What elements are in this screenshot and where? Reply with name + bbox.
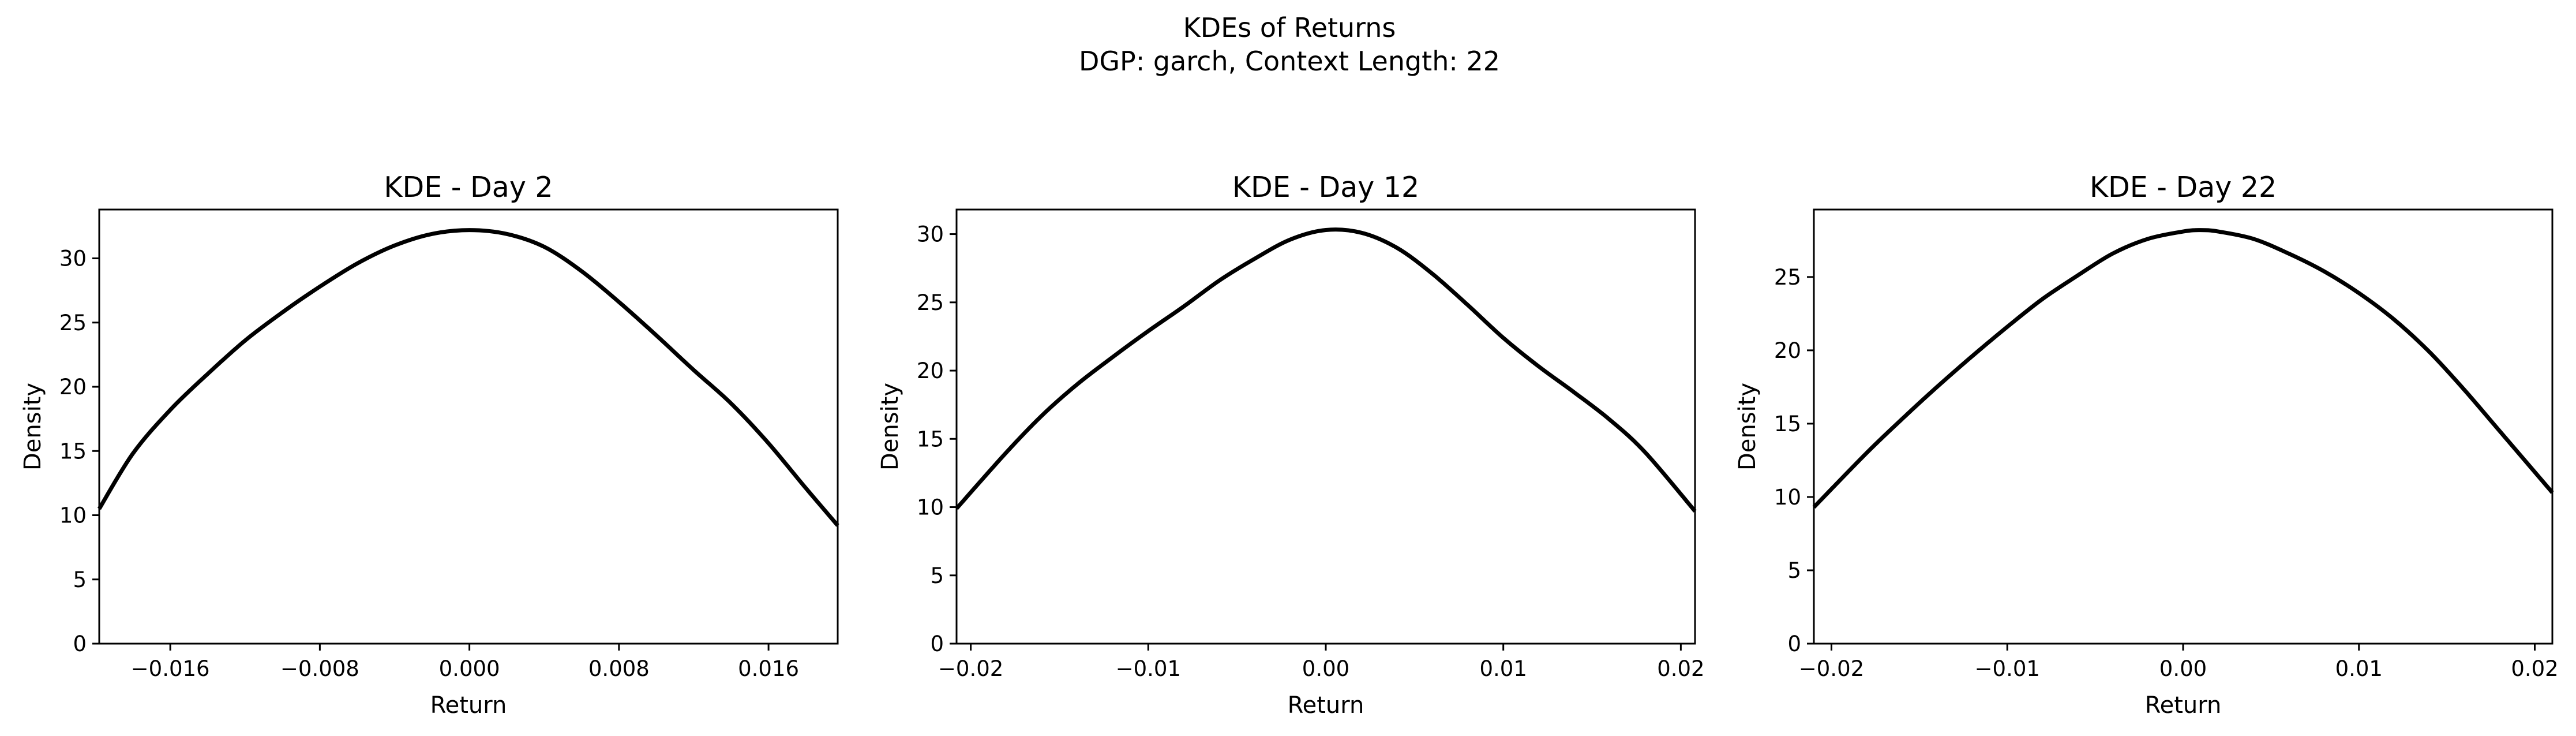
y-tick-label: 15	[917, 427, 944, 451]
x-axis-label-2: Return	[1288, 692, 1364, 719]
y-tick-label: 25	[917, 290, 944, 315]
subplot-title-1: KDE - Day 2	[384, 171, 553, 204]
x-tick-label: 0.00	[2159, 656, 2207, 681]
x-tick-label: 0.00	[1302, 656, 1349, 681]
kde-curve-3	[1812, 228, 2554, 509]
subplot-title-3: KDE - Day 22	[2090, 171, 2277, 204]
y-tick-label: 30	[59, 246, 87, 271]
x-axis-label-3: Return	[2145, 692, 2222, 719]
x-tick-label: −0.02	[938, 656, 1003, 681]
y-tick-label: 0	[1787, 632, 1801, 656]
x-tick-label: −0.016	[131, 656, 210, 681]
y-tick-label: 30	[917, 222, 944, 247]
figure-title-line-1: KDEs of Returns	[1183, 12, 1396, 43]
x-tick-label: 0.016	[738, 656, 799, 681]
y-axis-label-2: Density	[877, 383, 903, 470]
y-tick-label: 20	[59, 375, 87, 399]
axes-frame-1	[98, 208, 839, 645]
y-tick-label: 0	[930, 632, 944, 656]
y-tick-label: 5	[930, 563, 944, 588]
subplot-2: KDE - Day 12 −0.02 −0.01 0.00 0.01 0.02 0 5 10 15…	[877, 171, 1705, 719]
x-tick-label: −0.01	[1975, 656, 2040, 681]
y-tick-label: 20	[1774, 338, 1801, 363]
x-tick-label: −0.02	[1799, 656, 1864, 681]
subplot-title-2: KDE - Day 12	[1232, 171, 1419, 204]
y-tick-label: 15	[1774, 412, 1801, 436]
kde-curve-1	[98, 228, 839, 527]
y-tick-label: 25	[1774, 265, 1801, 290]
y-axis-label-1: Density	[20, 383, 46, 470]
y-tick-label: 25	[59, 311, 87, 335]
y-axis-label-3: Density	[1734, 383, 1761, 470]
x-axis-label-1: Return	[430, 692, 507, 719]
y-tick-label: 10	[917, 495, 944, 520]
x-tick-label: 0.02	[1657, 656, 1704, 681]
x-tick-label: −0.01	[1116, 656, 1181, 681]
x-tick-label: 0.01	[1479, 656, 1527, 681]
y-tick-label: 15	[59, 439, 87, 464]
subplot-panels: KDE - Day 2−0.016 −0.008 0.000 0.008 0.01605…	[20, 171, 2559, 719]
x-tick-label: 0.02	[2511, 656, 2558, 681]
subplot-3: KDE - Day 22 −0.02 −0.01 0.00 0.01 0.02 0 5 10 15…	[1734, 171, 2559, 719]
y-tick-label: 10	[1774, 485, 1801, 510]
y-tick-label: 20	[917, 358, 944, 383]
x-tick-label: 0.000	[439, 656, 500, 681]
x-tick-label: −0.008	[280, 656, 359, 681]
kde-curve-2	[955, 227, 1697, 513]
y-tick-label: 0	[73, 632, 87, 656]
figure-title-line-2: DGP: garch, Context Length: 22	[1079, 46, 1500, 77]
x-tick-label: 0.008	[588, 656, 650, 681]
y-tick-label: 10	[59, 503, 87, 528]
x-tick-label: 0.01	[2335, 656, 2383, 681]
y-tick-label: 5	[73, 567, 87, 592]
y-tick-label: 5	[1787, 558, 1801, 583]
subplot-1: KDE - Day 2 −0.016 −0.008 0.000 0.008 0.016 0 5…	[20, 171, 839, 719]
